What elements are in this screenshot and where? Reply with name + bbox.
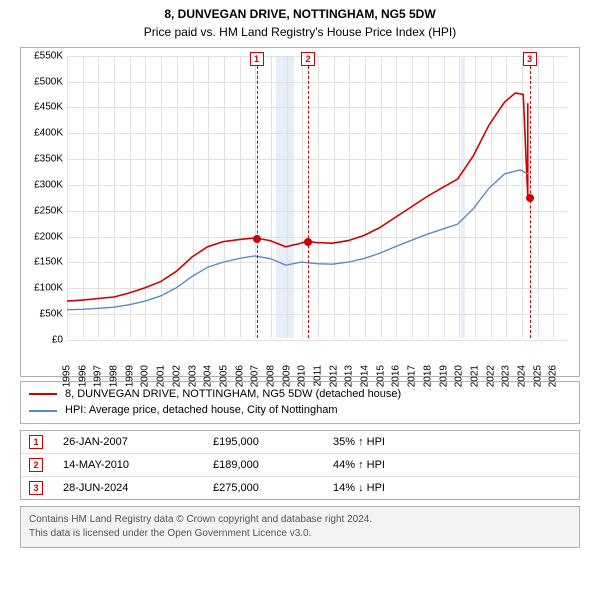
x-axis-label: 1996 [77,365,88,387]
gridline-h [67,340,567,341]
x-axis-label: 2016 [391,365,402,387]
x-axis-label: 2024 [516,365,527,387]
sale-row: 2 14-MAY-2010 £189,000 44% ↑ HPI [21,453,579,476]
x-axis-label: 2007 [250,365,261,387]
y-axis-label: £0 [21,334,63,345]
y-axis-label: £450K [21,102,63,113]
x-axis-label: 2026 [548,365,559,387]
x-axis-label: 2014 [360,365,371,387]
x-axis-label: 2011 [313,365,324,387]
x-axis-label: 2015 [375,365,386,387]
x-axis-label: 2013 [344,365,355,387]
x-axis-label: 2017 [407,365,418,387]
y-axis-label: £100K [21,283,63,294]
series-property [67,93,528,301]
legend-label: HPI: Average price, detached house, City… [65,402,338,419]
y-axis-label: £350K [21,154,63,165]
event-marker-box: 1 [250,52,264,66]
x-axis-label: 2021 [469,365,480,387]
sale-date: 28-JUN-2024 [63,482,193,494]
x-axis-label: 1997 [93,365,104,387]
sale-date: 26-JAN-2007 [63,436,193,448]
legend-label: 8, DUNVEGAN DRIVE, NOTTINGHAM, NG5 5DW (… [65,386,401,403]
sale-price: £275,000 [213,482,313,494]
sale-delta: 44% ↑ HPI [333,459,433,471]
y-axis-label: £250K [21,205,63,216]
event-line [308,56,309,338]
x-axis-label: 2006 [234,365,245,387]
x-axis-label: 1999 [124,365,135,387]
sale-dot [526,194,534,202]
legend-row: 8, DUNVEGAN DRIVE, NOTTINGHAM, NG5 5DW (… [29,386,571,403]
y-axis-label: £150K [21,257,63,268]
event-marker-box: 2 [301,52,315,66]
event-line [257,56,258,338]
x-axis-label: 2003 [187,365,198,387]
y-axis-label: £550K [21,50,63,61]
sale-price: £189,000 [213,459,313,471]
y-axis-label: £400K [21,128,63,139]
x-axis-label: 1995 [62,365,73,387]
sales-table: 1 26-JAN-2007 £195,000 35% ↑ HPI 2 14-MAY-201… [20,430,580,500]
x-axis-label: 2018 [422,365,433,387]
legend-swatch [29,410,57,412]
legend-row: HPI: Average price, detached house, City… [29,402,571,419]
sale-number-box: 3 [29,481,43,495]
x-axis-label: 2012 [328,365,339,387]
x-axis-label: 2002 [171,365,182,387]
sale-number-box: 1 [29,435,43,449]
x-axis-label: 2005 [218,365,229,387]
series-hpi [67,170,528,310]
x-axis-label: 2025 [532,365,543,387]
sale-date: 14-MAY-2010 [63,459,193,471]
chart-container: £0 £50K £100K £150K £200K £250K £300K £350K £400… [20,47,580,377]
x-axis-label: 2010 [297,365,308,387]
x-axis-label: 2019 [438,365,449,387]
x-axis-label: 1998 [109,365,120,387]
x-axis-label: 2000 [140,365,151,387]
footer-line: This data is licensed under the Open Gov… [29,527,571,541]
sale-delta: 14% ↓ HPI [333,482,433,494]
y-axis-label: £300K [21,179,63,190]
sale-dot [304,238,312,246]
chart-subtitle: Price paid vs. HM Land Registry's House … [0,25,600,39]
y-axis-label: £200K [21,231,63,242]
attribution-footer: Contains HM Land Registry data © Crown c… [20,506,580,548]
event-marker-box: 3 [523,52,537,66]
plot-area: £0£50K£100K£150K£200K£250K£300K£350K£400… [67,56,567,338]
chart-lines [67,56,567,338]
x-axis-label: 2022 [485,365,496,387]
legend-swatch [29,393,57,395]
sale-row: 3 28-JUN-2024 £275,000 14% ↓ HPI [21,476,579,499]
sale-delta: 35% ↑ HPI [333,436,433,448]
sale-row: 1 26-JAN-2007 £195,000 35% ↑ HPI [21,431,579,453]
sale-price: £195,000 [213,436,313,448]
footer-line: Contains HM Land Registry data © Crown c… [29,513,571,527]
x-axis-label: 2023 [501,365,512,387]
y-axis-label: £500K [21,76,63,87]
sale-dot [253,235,261,243]
x-axis-label: 2009 [281,365,292,387]
x-axis-label: 2008 [265,365,276,387]
x-axis-label: 2004 [203,365,214,387]
sale-number-box: 2 [29,458,43,472]
y-axis-label: £50K [21,308,63,319]
chart-title: 8, DUNVEGAN DRIVE, NOTTINGHAM, NG5 5DW [0,6,600,23]
x-axis-label: 2020 [454,365,465,387]
x-axis-label: 2001 [156,365,167,387]
